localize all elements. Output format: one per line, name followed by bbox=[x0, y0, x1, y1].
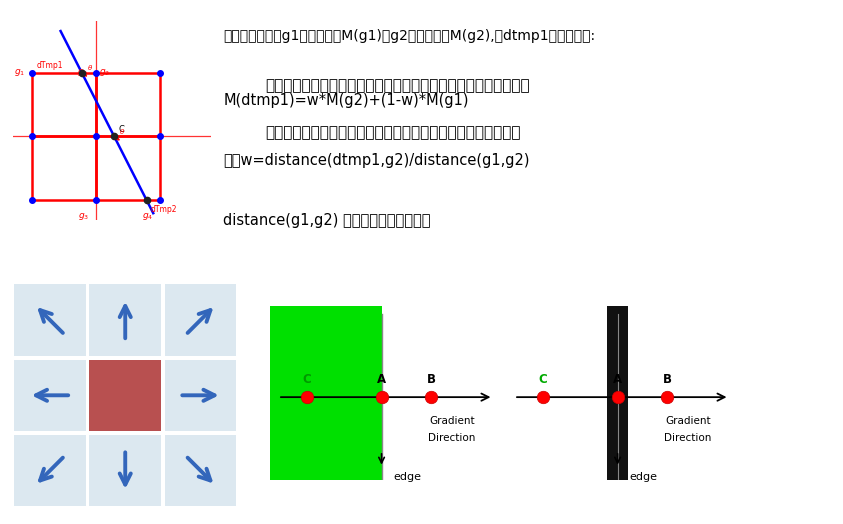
Text: 其中w=distance(dtmp1,g2)/distance(g1,g2): 其中w=distance(dtmp1,g2)/distance(g1,g2) bbox=[223, 154, 530, 168]
Text: $g_2$: $g_2$ bbox=[99, 67, 110, 78]
Text: B: B bbox=[663, 373, 672, 386]
Bar bbox=[164, 284, 236, 356]
Text: 为了简化计算，由于一个像素周围有八个像素，把一个像素的梯度: 为了简化计算，由于一个像素周围有八个像素，把一个像素的梯度 bbox=[266, 79, 530, 94]
Text: dTmp2: dTmp2 bbox=[151, 205, 177, 214]
Bar bbox=[14, 359, 86, 431]
Text: A: A bbox=[613, 373, 622, 386]
Bar bbox=[14, 435, 86, 506]
Text: $g_1$: $g_1$ bbox=[14, 67, 25, 78]
Text: distance(g1,g2) 表示两点之间的距离。: distance(g1,g2) 表示两点之间的距离。 bbox=[223, 213, 431, 228]
Bar bbox=[164, 435, 236, 506]
Bar bbox=[164, 359, 236, 431]
Bar bbox=[89, 359, 161, 431]
Text: edge: edge bbox=[393, 472, 422, 482]
Text: $g_0$: $g_0$ bbox=[77, 67, 88, 78]
Text: B: B bbox=[427, 373, 436, 386]
Bar bbox=[89, 284, 161, 356]
Bar bbox=[96, 136, 159, 200]
Text: Direction: Direction bbox=[664, 433, 711, 443]
Text: $g_3$: $g_3$ bbox=[78, 211, 89, 222]
Text: C: C bbox=[303, 373, 311, 386]
Bar bbox=[89, 435, 161, 506]
Bar bbox=[32, 136, 96, 200]
Text: Direction: Direction bbox=[428, 433, 475, 443]
Bar bbox=[96, 73, 159, 136]
Bar bbox=[32, 73, 96, 136]
Text: edge: edge bbox=[629, 472, 658, 482]
Text: C: C bbox=[539, 373, 547, 386]
Text: Gradient: Gradient bbox=[665, 416, 711, 426]
Text: C: C bbox=[118, 125, 124, 134]
Text: $g_4$: $g_4$ bbox=[142, 211, 153, 222]
Bar bbox=[607, 306, 628, 480]
Text: $\theta$: $\theta$ bbox=[87, 63, 93, 72]
Bar bbox=[270, 306, 382, 480]
Text: 线性插値法：讽g1的梯度幅値M(g1)，g2的梯度幅値M(g2),则dtmp1可以很得到:: 线性插値法：讽g1的梯度幅値M(g1)，g2的梯度幅値M(g2),则dtmp1可… bbox=[223, 29, 595, 43]
Text: Gradient: Gradient bbox=[429, 416, 475, 426]
Bar bbox=[14, 284, 86, 356]
Text: $\theta$: $\theta$ bbox=[120, 127, 126, 136]
Text: 方向离散为八个方向，这样就只需计算前后即可，不用插値了。: 方向离散为八个方向，这样就只需计算前后即可，不用插値了。 bbox=[266, 125, 521, 140]
Text: M(dtmp1)=w*M(g2)+(1-w)*M(g1): M(dtmp1)=w*M(g2)+(1-w)*M(g1) bbox=[223, 93, 469, 108]
Text: A: A bbox=[377, 373, 386, 386]
Text: dTmp1: dTmp1 bbox=[37, 61, 63, 70]
